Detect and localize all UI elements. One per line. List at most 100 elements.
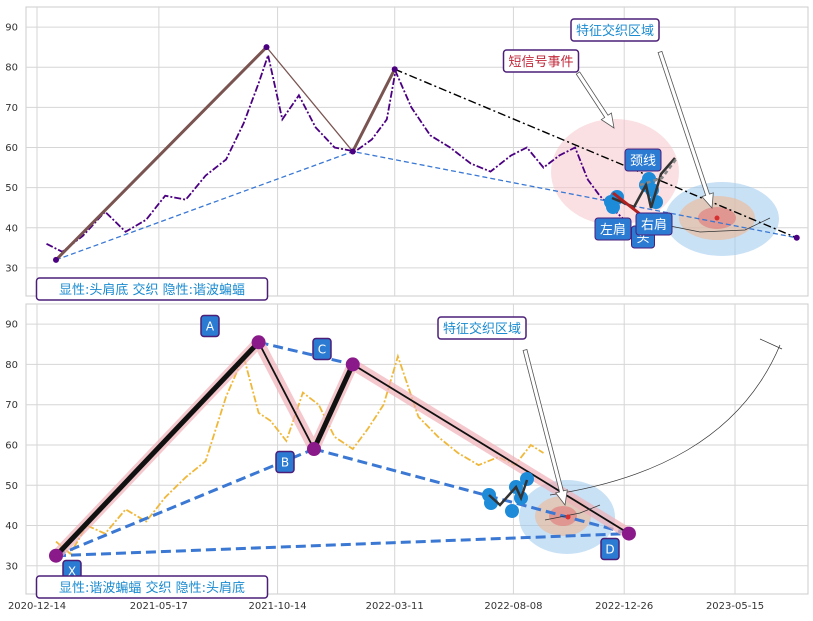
pattern-vertex bbox=[263, 44, 270, 51]
bottom-plot-area bbox=[48, 335, 783, 563]
x-tick-label: 2022-12-26 bbox=[595, 601, 653, 612]
c-label-box bbox=[312, 337, 332, 361]
c-label: C bbox=[318, 343, 326, 357]
trend-end-point bbox=[793, 234, 800, 241]
y-tick-label: 70 bbox=[5, 103, 18, 114]
signal-zone bbox=[551, 119, 679, 225]
a-label-box bbox=[200, 314, 220, 338]
bat-leg bbox=[257, 341, 315, 450]
bottom-y-ticks: 30 40 50 60 70 80 90 bbox=[5, 320, 18, 573]
b-label-box bbox=[275, 450, 295, 474]
neckline-label: 颈线 bbox=[630, 154, 656, 169]
bat-leg bbox=[311, 363, 356, 451]
bat-leg bbox=[352, 363, 630, 535]
top-y-ticks: 30 40 50 60 70 80 90 bbox=[5, 23, 18, 275]
y-tick-label: 90 bbox=[5, 320, 18, 331]
trend-dash-dot bbox=[394, 68, 797, 239]
x-tick-label: 2022-08-08 bbox=[484, 601, 542, 612]
top-grid bbox=[26, 7, 808, 296]
bat-leg bbox=[54, 340, 261, 558]
y-tick-label: 60 bbox=[5, 440, 18, 451]
y-tick-label: 30 bbox=[5, 561, 18, 572]
interweave-center bbox=[565, 514, 571, 520]
bottom-pattern-markers bbox=[482, 472, 601, 521]
y-tick-label: 40 bbox=[5, 521, 18, 532]
left-shoulder-label: 左肩 bbox=[600, 222, 626, 238]
hs-small-line bbox=[488, 479, 529, 507]
projection-arc bbox=[549, 344, 781, 496]
x-tick-label: 2021-10-14 bbox=[249, 601, 307, 612]
bat-vertex bbox=[621, 526, 636, 541]
pattern-leg bbox=[266, 46, 354, 152]
bat-vertex bbox=[306, 442, 321, 456]
x-tick-label: 2021-05-17 bbox=[130, 601, 188, 612]
x-axis-ticks: 2020-12-14 2021-05-17 2021-10-14 2022-03-11… bbox=[8, 601, 764, 612]
thin-guide-line bbox=[649, 217, 771, 233]
top-series bbox=[46, 44, 800, 263]
y-tick-label: 60 bbox=[5, 143, 18, 154]
pattern-vertex bbox=[52, 256, 59, 263]
top-caption-box bbox=[35, 277, 269, 301]
y-tick-label: 30 bbox=[5, 263, 18, 274]
right-shoulder-label-box bbox=[635, 212, 673, 236]
bat-vertex bbox=[48, 548, 63, 563]
y-tick-label: 80 bbox=[5, 360, 18, 371]
right-shoulder-label: 右肩 bbox=[641, 217, 667, 233]
hs-marker bbox=[520, 472, 534, 486]
pattern-vertex bbox=[391, 66, 398, 73]
signal-label: 短信号事件 bbox=[508, 55, 573, 70]
ac-line bbox=[258, 340, 354, 366]
interweave-label-b: 特征交织区域 bbox=[443, 321, 521, 337]
bat-vertex bbox=[251, 335, 266, 350]
bottom-caption-box bbox=[35, 575, 269, 599]
y-tick-label: 40 bbox=[5, 223, 18, 234]
projection-arc-tick bbox=[759, 338, 783, 350]
y-tick-label: 90 bbox=[5, 23, 18, 34]
thin-guide-line bbox=[544, 504, 601, 521]
interweave-label: 特征交织区域 bbox=[576, 23, 654, 39]
bottom-caption: 显性:谐波蝙蝠 交织 隐性:头肩底 bbox=[59, 580, 245, 596]
interweave-arrow bbox=[657, 50, 714, 209]
a-label: A bbox=[206, 320, 215, 334]
hs-marker bbox=[505, 504, 519, 518]
pattern-vertex bbox=[349, 148, 356, 155]
pattern-leg bbox=[54, 46, 268, 261]
pattern-leg bbox=[351, 68, 397, 153]
y-tick-label: 70 bbox=[5, 400, 18, 411]
bat-vertex bbox=[345, 357, 360, 372]
x-tick-label: 2020-12-14 bbox=[8, 601, 66, 612]
neckline-label-box bbox=[624, 148, 662, 172]
d-label-box bbox=[600, 537, 620, 561]
top-panel-frame bbox=[25, 6, 809, 297]
bottom-series bbox=[48, 335, 636, 563]
y-tick-label: 80 bbox=[5, 63, 18, 74]
small-neckline bbox=[639, 157, 678, 187]
top-caption: 显性:头肩底 交织 隐性:谐波蝙蝠 bbox=[59, 282, 245, 298]
x-tick-label: 2022-03-11 bbox=[366, 601, 424, 612]
bottom-panel: 30 40 50 60 70 80 90 2020-12-14 2021-05-17 2021-… bbox=[5, 303, 809, 612]
top-plot-area bbox=[46, 44, 800, 263]
price-line bbox=[55, 353, 544, 556]
interweave-label-b-box bbox=[437, 316, 527, 340]
interweave-label-box bbox=[570, 18, 660, 42]
y-tick-label: 50 bbox=[5, 481, 18, 492]
d-label: D bbox=[605, 543, 614, 557]
bottom-panel-frame bbox=[25, 303, 809, 595]
bd-line bbox=[313, 447, 630, 536]
x-tick-label: 2023-05-15 bbox=[706, 601, 764, 612]
xb-line bbox=[55, 447, 315, 558]
interweave-center bbox=[714, 215, 720, 221]
interweave-arrow-b bbox=[522, 349, 568, 506]
xd-line bbox=[55, 532, 630, 558]
y-tick-label: 50 bbox=[5, 183, 18, 194]
signal-arrow bbox=[575, 71, 615, 129]
b-label: B bbox=[281, 456, 289, 470]
shoulder-marker bbox=[606, 200, 620, 214]
x-label: X bbox=[68, 565, 76, 579]
shoulder-marker bbox=[642, 172, 656, 186]
